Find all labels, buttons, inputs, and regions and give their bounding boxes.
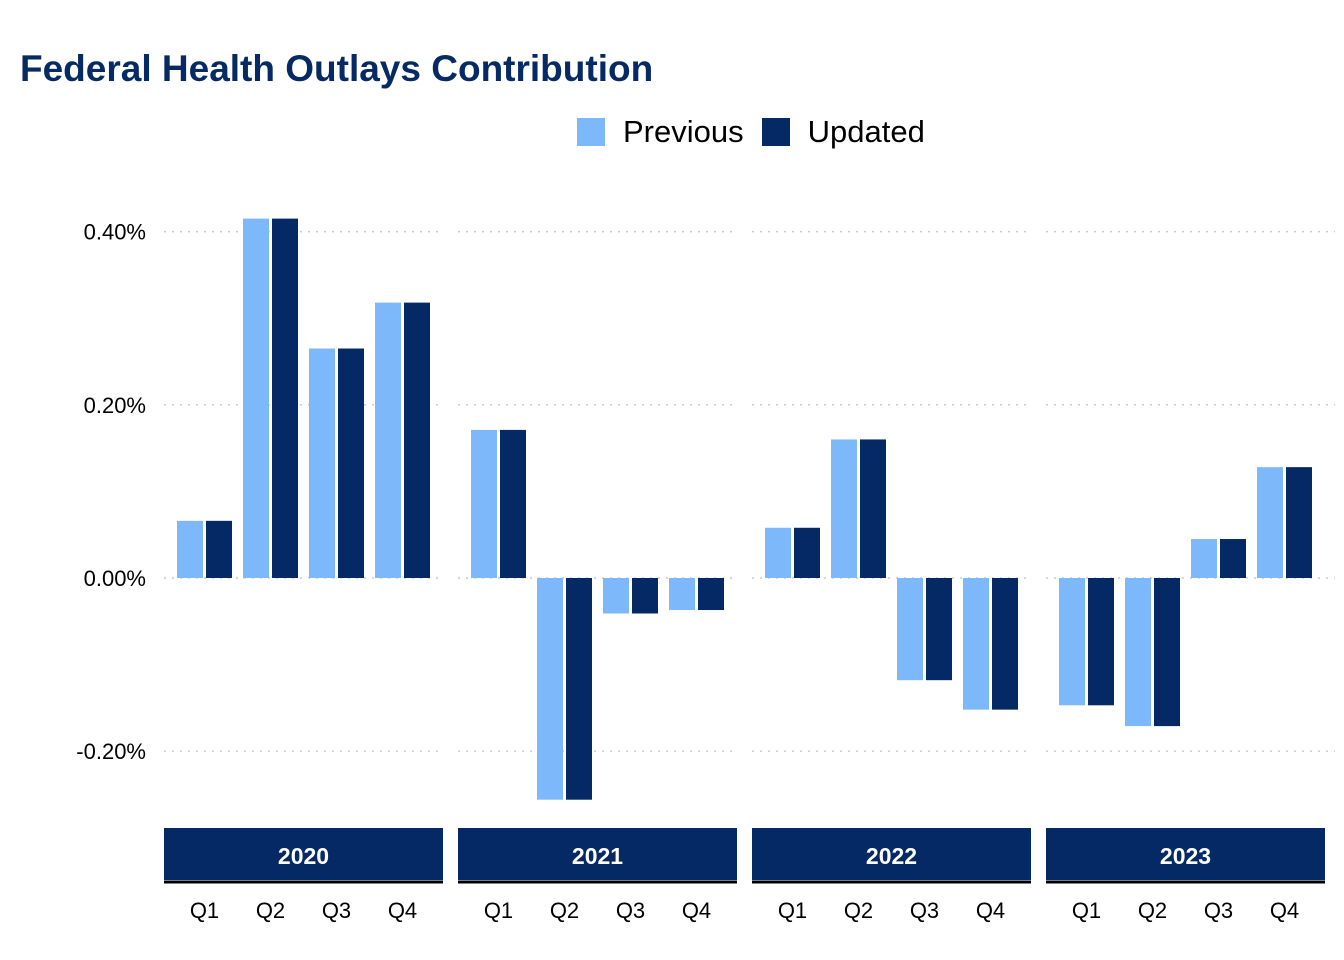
bar-previous-2022-q1 [765, 527, 791, 578]
x-tick-label: Q4 [1270, 898, 1299, 923]
bar-previous-2023-q1 [1059, 578, 1085, 706]
bar-updated-2020-q3 [338, 348, 364, 578]
bar-previous-2021-q4 [669, 578, 695, 611]
bar-previous-2022-q4 [963, 578, 989, 710]
facet-strip-2020 [164, 828, 443, 880]
bar-updated-2022-q2 [860, 439, 886, 578]
bar-previous-2023-q4 [1257, 467, 1283, 578]
legend: Previous Updated [577, 112, 943, 152]
bar-previous-2020-q3 [309, 348, 335, 578]
facet-strip-label: 2021 [572, 843, 623, 869]
bar-previous-2022-q3 [897, 578, 923, 681]
x-tick-label: Q2 [844, 898, 873, 923]
legend-label-updated: Updated [807, 114, 925, 149]
bar-updated-2023-q1 [1088, 578, 1114, 706]
x-tick-label: Q2 [550, 898, 579, 923]
x-tick-label: Q3 [616, 898, 645, 923]
bar-previous-2023-q3 [1191, 539, 1217, 578]
facet-strip-2022 [752, 828, 1031, 880]
bar-updated-2020-q1 [206, 520, 232, 578]
x-tick-label: Q1 [1072, 898, 1101, 923]
bar-updated-2023-q3 [1220, 539, 1246, 578]
bar-updated-2021-q3 [632, 578, 658, 614]
x-tick-label: Q1 [484, 898, 513, 923]
bar-previous-2021-q3 [603, 578, 629, 614]
facet-strip-2021 [458, 828, 737, 880]
x-tick-label: Q4 [976, 898, 1005, 923]
bar-updated-2022-q1 [794, 527, 820, 578]
bar-updated-2023-q2 [1154, 578, 1180, 727]
bar-previous-2020-q1 [177, 520, 203, 578]
x-tick-label: Q3 [322, 898, 351, 923]
y-tick-label: -0.20% [76, 739, 146, 764]
bar-updated-2020-q4 [404, 302, 430, 578]
chart-title: Federal Health Outlays Contribution [20, 48, 654, 89]
facet-strip-label: 2023 [1160, 843, 1211, 869]
legend-item-updated: Updated [761, 114, 925, 150]
x-tick-label: Q2 [256, 898, 285, 923]
y-tick-label: 0.20% [84, 393, 146, 418]
bar-updated-2021-q1 [500, 429, 526, 578]
y-tick-label: 0.40% [84, 220, 146, 245]
bar-updated-2023-q4 [1286, 467, 1312, 578]
legend-label-previous: Previous [623, 114, 744, 149]
x-tick-label: Q1 [190, 898, 219, 923]
bar-updated-2021-q4 [698, 578, 724, 611]
legend-swatch-updated [761, 118, 790, 146]
facet-strip-label: 2022 [866, 843, 917, 869]
bar-updated-2022-q4 [992, 578, 1018, 710]
y-tick-label: 0.00% [84, 566, 146, 591]
x-tick-label: Q3 [1204, 898, 1233, 923]
facet-strip-2023 [1046, 828, 1325, 880]
bar-previous-2023-q2 [1125, 578, 1151, 727]
facet-strip-label: 2020 [278, 843, 329, 869]
bar-previous-2021-q1 [471, 429, 497, 578]
x-tick-label: Q3 [910, 898, 939, 923]
legend-item-previous: Previous [577, 114, 744, 150]
bar-previous-2022-q2 [831, 439, 857, 578]
bar-updated-2022-q3 [926, 578, 952, 681]
bar-previous-2020-q2 [243, 218, 269, 579]
bar-previous-2020-q4 [375, 302, 401, 578]
x-tick-label: Q4 [682, 898, 711, 923]
legend-swatch-previous [577, 118, 605, 146]
bar-updated-2021-q2 [566, 578, 592, 800]
bar-previous-2021-q2 [537, 578, 563, 800]
x-tick-label: Q4 [388, 898, 417, 923]
x-tick-label: Q1 [778, 898, 807, 923]
x-tick-label: Q2 [1138, 898, 1167, 923]
bar-updated-2020-q2 [272, 218, 298, 579]
